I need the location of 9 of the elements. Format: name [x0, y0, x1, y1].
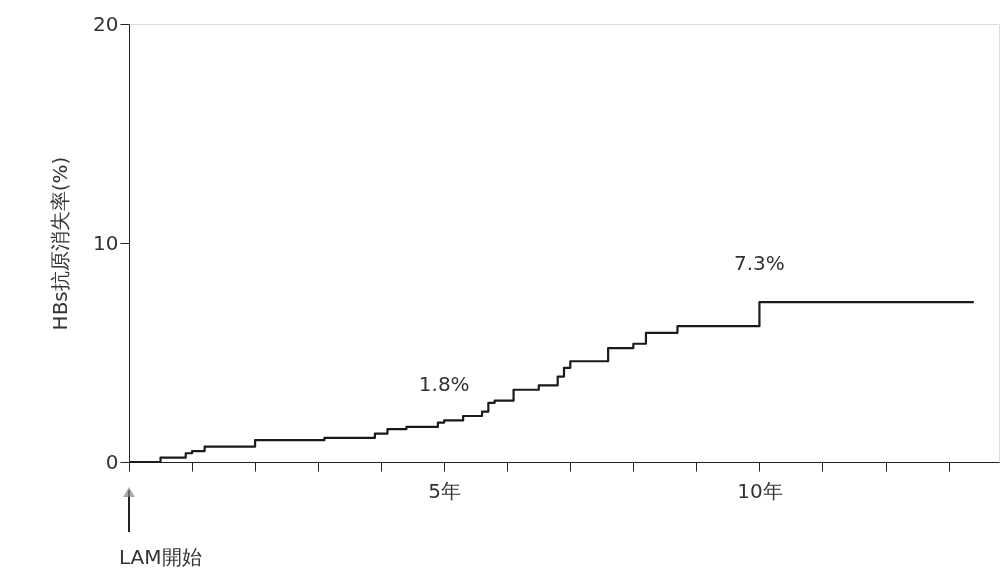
x-tick-label: 10年 — [737, 478, 783, 503]
y-tick-label: 0 — [105, 449, 119, 474]
text: LAM開始 — [119, 545, 202, 569]
x-tick-label: 5年 — [428, 478, 462, 503]
annotation: 7.3% — [734, 251, 785, 276]
y-tick-label: 10 — [93, 230, 119, 255]
y-tick-label: 20 — [93, 11, 119, 36]
y-axis-title: HBs抗原消失率(%) — [48, 156, 73, 331]
annotation: 1.8% — [418, 371, 470, 396]
